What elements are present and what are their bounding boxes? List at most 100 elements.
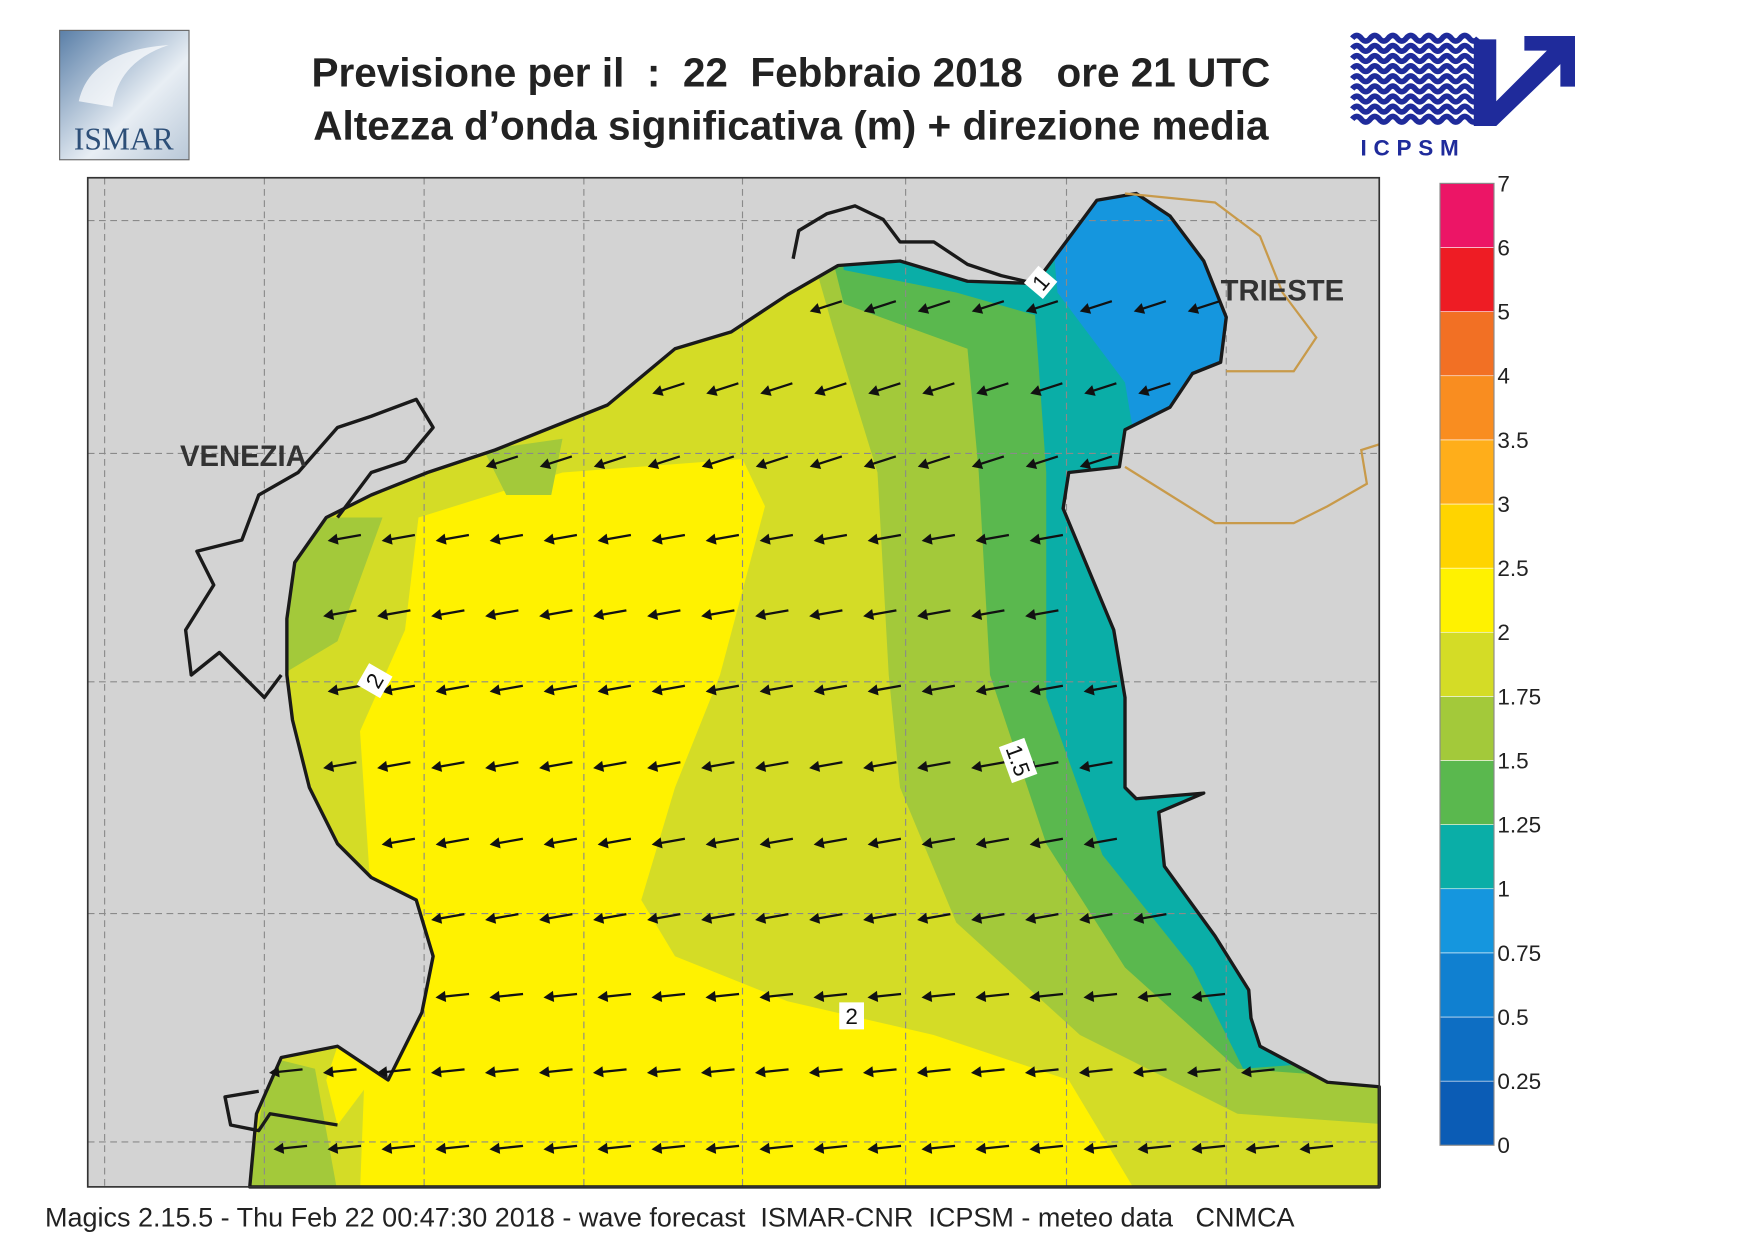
wave-arrow bbox=[701, 608, 735, 621]
wave-arrow bbox=[706, 382, 739, 396]
arrow-head bbox=[755, 912, 767, 924]
arrow-head bbox=[543, 837, 555, 849]
arrow-head bbox=[381, 684, 393, 696]
wave-arrow bbox=[489, 990, 524, 1003]
wave-arrow bbox=[701, 455, 735, 470]
wave-arrow bbox=[1079, 300, 1113, 314]
arrow-head bbox=[435, 684, 447, 696]
arrow-head bbox=[970, 1066, 982, 1078]
wave-arrow bbox=[1083, 1142, 1118, 1154]
wave-arrow bbox=[1079, 455, 1113, 470]
arrow-head bbox=[485, 760, 497, 772]
arrow-head bbox=[1079, 760, 1091, 772]
arrow-head bbox=[597, 684, 609, 696]
arrow-head bbox=[539, 912, 551, 924]
arrow-head bbox=[592, 1066, 604, 1078]
wave-arrow bbox=[597, 684, 632, 696]
wave-arrow bbox=[759, 1142, 794, 1154]
wave-line bbox=[1350, 32, 1481, 44]
arrow-head bbox=[971, 303, 984, 314]
arrow-head bbox=[323, 760, 335, 772]
wave-arrow bbox=[705, 533, 740, 545]
city-label: VENEZIA bbox=[180, 441, 307, 473]
wave-arrow bbox=[1187, 300, 1221, 314]
colorbar-band bbox=[1439, 1080, 1495, 1146]
arrow-head bbox=[863, 458, 876, 470]
arrow-head bbox=[381, 1142, 393, 1154]
arrow-head bbox=[809, 458, 822, 470]
wave-arrow bbox=[1029, 533, 1064, 545]
wave-arrow bbox=[917, 760, 951, 772]
wave-arrow bbox=[916, 1066, 951, 1078]
wave-arrow bbox=[970, 1066, 1005, 1078]
arrow-head bbox=[813, 990, 825, 1003]
wave-arrow bbox=[809, 760, 843, 772]
arrow-head bbox=[647, 760, 659, 772]
wave-arrow bbox=[813, 990, 848, 1003]
arrow-head bbox=[1083, 684, 1095, 696]
colorbar-label: 1.75 bbox=[1497, 684, 1541, 709]
arrow-head bbox=[647, 458, 660, 470]
wave-arrow bbox=[543, 1142, 578, 1154]
wave-arrow bbox=[651, 1142, 686, 1154]
wave-arrow bbox=[323, 608, 357, 621]
wave-arrow bbox=[755, 608, 789, 621]
arrow-head bbox=[327, 1142, 339, 1154]
wave-arrow bbox=[592, 1066, 627, 1078]
colorbar-label: 7 bbox=[1497, 171, 1510, 196]
wave-arrow bbox=[971, 760, 1005, 772]
wave-arrow bbox=[489, 1142, 524, 1154]
wave-arrow bbox=[435, 684, 470, 696]
wave-arrow bbox=[381, 837, 416, 849]
wave-arrow bbox=[539, 912, 573, 924]
arrow-head bbox=[705, 533, 717, 545]
wave-arrow bbox=[435, 1142, 470, 1154]
wave-arrow bbox=[922, 382, 955, 396]
wave-line bbox=[1350, 103, 1481, 115]
wave-arrow bbox=[593, 455, 627, 470]
wave-line bbox=[1350, 93, 1481, 105]
wave-arrow bbox=[971, 300, 1005, 314]
wave-arrow bbox=[652, 382, 685, 396]
arrow-head bbox=[593, 912, 605, 924]
wave-arrow bbox=[1138, 382, 1171, 396]
wave-arrow bbox=[647, 455, 681, 470]
arrow-head bbox=[760, 385, 772, 396]
arrow-head bbox=[1191, 990, 1203, 1003]
wave-arrow bbox=[809, 608, 843, 621]
wave-arrow bbox=[1245, 1142, 1280, 1154]
wave-arrow bbox=[268, 1066, 303, 1078]
logo-swoosh bbox=[78, 45, 169, 107]
wave-arrow bbox=[1025, 608, 1059, 621]
arrow-head bbox=[700, 1066, 712, 1078]
icpsm-logo: ICPSM bbox=[1350, 32, 1575, 160]
wave-arrow bbox=[700, 1066, 735, 1078]
wave-arrow bbox=[647, 760, 681, 772]
logo-text: ISMAR bbox=[74, 122, 174, 157]
colorbar-label: 4 bbox=[1497, 364, 1510, 389]
label-bg bbox=[356, 663, 393, 699]
wave-arrow bbox=[701, 760, 735, 772]
colorbar-band bbox=[1439, 952, 1495, 1018]
arrow-head bbox=[971, 458, 984, 470]
wave-arrow bbox=[377, 760, 411, 772]
arrow-head bbox=[917, 912, 929, 924]
arrow-head bbox=[867, 990, 879, 1003]
wave-arrow bbox=[489, 837, 524, 849]
arrow-head bbox=[867, 684, 879, 696]
arrow-head bbox=[1025, 608, 1037, 621]
colorbar: 0 0.25 0.5 0.75 1 1.25 1.5 1.75 2 2.5 3 3.5 4 5 6 7 bbox=[1439, 171, 1541, 1158]
arrow-head bbox=[867, 1142, 879, 1154]
wave-arrow bbox=[1299, 1142, 1334, 1154]
wave-arrow bbox=[381, 684, 416, 696]
arrow-head bbox=[539, 760, 551, 772]
wave-arrow bbox=[1083, 684, 1118, 696]
wave-arrow bbox=[863, 608, 897, 621]
wave-arrow bbox=[376, 1066, 411, 1078]
wave-arrow bbox=[485, 912, 519, 924]
wave-directions bbox=[268, 300, 1334, 1154]
wave-arrow bbox=[327, 1142, 362, 1154]
arrow-head bbox=[813, 1142, 825, 1154]
arrow-head bbox=[597, 837, 609, 849]
wave-arrow bbox=[814, 382, 847, 396]
